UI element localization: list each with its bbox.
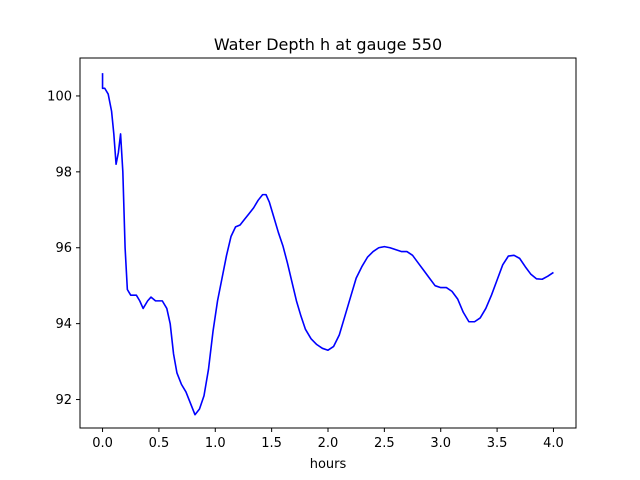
x-axis-label: hours (310, 457, 347, 472)
x-tick-label: 4.0 (543, 436, 564, 451)
y-tick-label: 100 (47, 89, 72, 104)
y-tick-label: 94 (55, 317, 72, 332)
x-tick-label: 2.5 (374, 436, 395, 451)
x-tick-label: 3.5 (487, 436, 508, 451)
x-tick-label: 1.5 (261, 436, 282, 451)
chart-title: Water Depth h at gauge 550 (214, 35, 442, 54)
y-tick-label: 92 (55, 393, 72, 408)
y-tick-label: 98 (55, 165, 72, 180)
x-tick-label: 3.0 (430, 436, 451, 451)
x-tick-label: 0.0 (92, 436, 113, 451)
x-tick-label: 0.5 (149, 436, 170, 451)
y-tick-label: 96 (55, 241, 72, 256)
x-tick-label: 1.0 (205, 436, 226, 451)
x-tick-label: 2.0 (318, 436, 339, 451)
series-line-1 (101, 73, 554, 416)
plot-area: 0.0 0.5 1.0 1.5 2.0 2.5 3.0 3.5 4.0 92 94 96 98 100 (47, 57, 577, 451)
